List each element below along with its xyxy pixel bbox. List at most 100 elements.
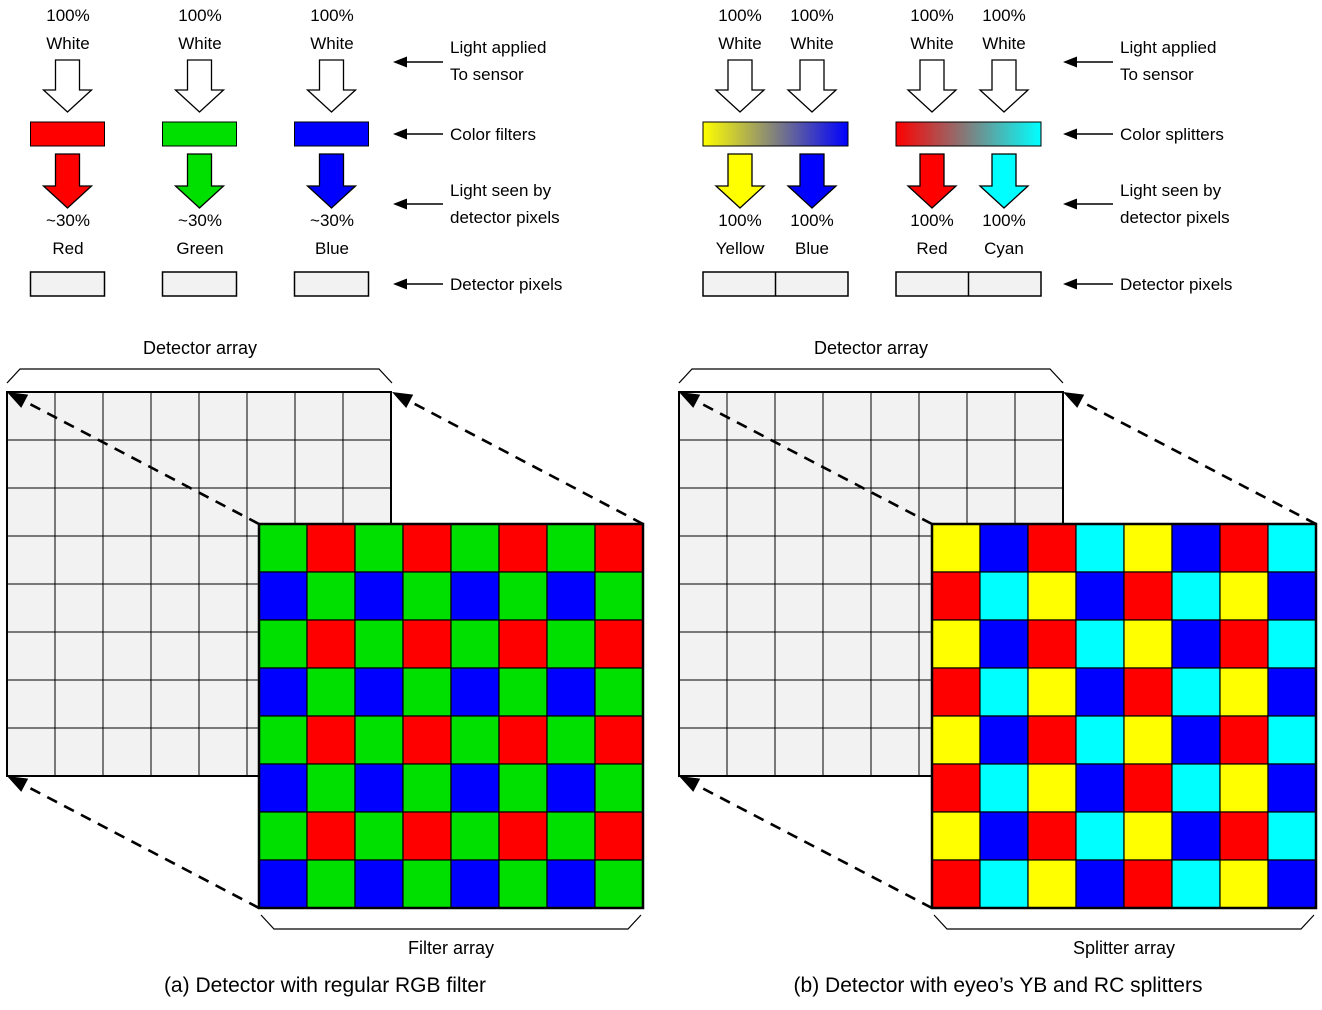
splitter-array-cell [1075,859,1125,909]
side-label-light-applied-line2: To sensor [1120,65,1194,84]
pointer-arrow-head [393,56,407,68]
splitter-array-cell [1267,667,1317,717]
pointer-arrow-head [393,278,407,290]
splitter-array-cell [1171,811,1221,861]
detector-pixel-box [161,271,238,297]
splitter-array-cell [1267,571,1317,621]
filter-array-cell [546,811,596,861]
split-light-arrow [786,153,838,209]
filter-array-cell [258,811,308,861]
filter-array-cell [450,763,500,813]
white-light-arrow [714,59,766,113]
input-color-label: White [46,34,90,53]
filter-array-cell [354,619,404,669]
zoom-connector-line [391,390,644,526]
splitter-array-cell [1267,715,1317,765]
seen-color-label: Cyan [984,239,1024,258]
filter-array-cell [498,571,548,621]
filter-array-cell [498,811,548,861]
splitter-array-cell [1123,811,1173,861]
filter-array-cell [498,763,548,813]
color-splitter-bar [702,121,849,147]
filter-array-cell [546,523,596,573]
filter-array-cell [546,571,596,621]
filter-array-cell [402,715,452,765]
color-splitter-bar [895,121,1042,147]
input-pct-label: 100% [310,6,354,25]
filter-array-cell [306,571,356,621]
splitter-array-cell [931,571,981,621]
filter-array-cell [594,667,644,717]
filtered-light-arrow [41,153,94,209]
splitter-array-cell [1267,859,1317,909]
seen-pct-label: ~30% [178,211,222,230]
splitter-array-cell [979,811,1029,861]
splitter-array-cell [979,571,1029,621]
filter-array-cell [354,523,404,573]
splitter-array-cell [1027,763,1077,813]
filter-array-outline [257,522,645,910]
splitter-array-cell [931,715,981,765]
seen-pct-label: 100% [790,211,834,230]
splitter-array-outline [930,522,1318,910]
filter-array-cell [594,715,644,765]
splitter-array-cell [1171,859,1221,909]
zoom-connector-line [6,774,260,910]
detector-array-bracket-a [6,368,393,384]
input-pct-label: 100% [790,6,834,25]
seen-color-label: Red [52,239,84,258]
seen-color-label: Green [176,239,224,258]
input-color-label: White [178,34,222,53]
filter-array-cell [402,667,452,717]
seen-pct-label: 100% [910,211,954,230]
filter-array-cell [354,859,404,909]
seen-pct-label: ~30% [310,211,354,230]
split-light-arrow [714,153,766,209]
pointer-arrow-head [1063,278,1077,290]
filter-array-cell [498,523,548,573]
filter-array-cell [258,667,308,717]
filter-array-cell [546,619,596,669]
pointer-arrow-head [393,198,407,210]
splitter-array-cell [1219,715,1269,765]
side-label-color-splitters: Color splitters [1120,125,1224,144]
filter-array-cell [594,763,644,813]
splitter-array-cell [1027,523,1077,573]
filter-array-cell [498,715,548,765]
zoom-connector-line [6,390,260,526]
detector-pixel-box [29,271,106,297]
filter-array-cell [498,859,548,909]
splitter-array-cell [1171,763,1221,813]
filter-array-cell [594,619,644,669]
filter-array-cell [594,859,644,909]
filter-array-cell [258,715,308,765]
splitter-array-cell [931,859,981,909]
side-label-light-seen-line1: Light seen by [1120,181,1222,200]
seen-pct-label: ~30% [46,211,90,230]
splitter-array-cell [931,667,981,717]
filter-array-cell [546,859,596,909]
filter-array-cell [354,811,404,861]
zoom-connector-line [678,390,933,526]
filter-array-cell [402,859,452,909]
splitter-array-cell [1123,763,1173,813]
zoom-connector-head [7,392,29,408]
detector-array-bracket-b [678,368,1064,384]
splitter-array-cell [1219,571,1269,621]
side-label-light-seen-line2: detector pixels [1120,208,1230,227]
side-label-light-seen-line2: detector pixels [450,208,560,227]
splitter-array-cell [1075,523,1125,573]
filter-array-cell [450,667,500,717]
splitter-array-cell [1123,523,1173,573]
seen-color-label: Blue [314,239,350,258]
splitter-array-cell [1219,667,1269,717]
splitter-array-cell [1027,811,1077,861]
filter-array-bracket [260,914,642,930]
white-light-arrow [978,59,1030,113]
caption-panel-b: (b) Detector with eyeo’s YB and RC split… [793,974,1203,997]
side-label-light-applied-line1: Light applied [450,38,547,57]
seen-pct-label: 100% [982,211,1026,230]
splitter-array-cell [979,523,1029,573]
splitter-array-cell [1171,571,1221,621]
